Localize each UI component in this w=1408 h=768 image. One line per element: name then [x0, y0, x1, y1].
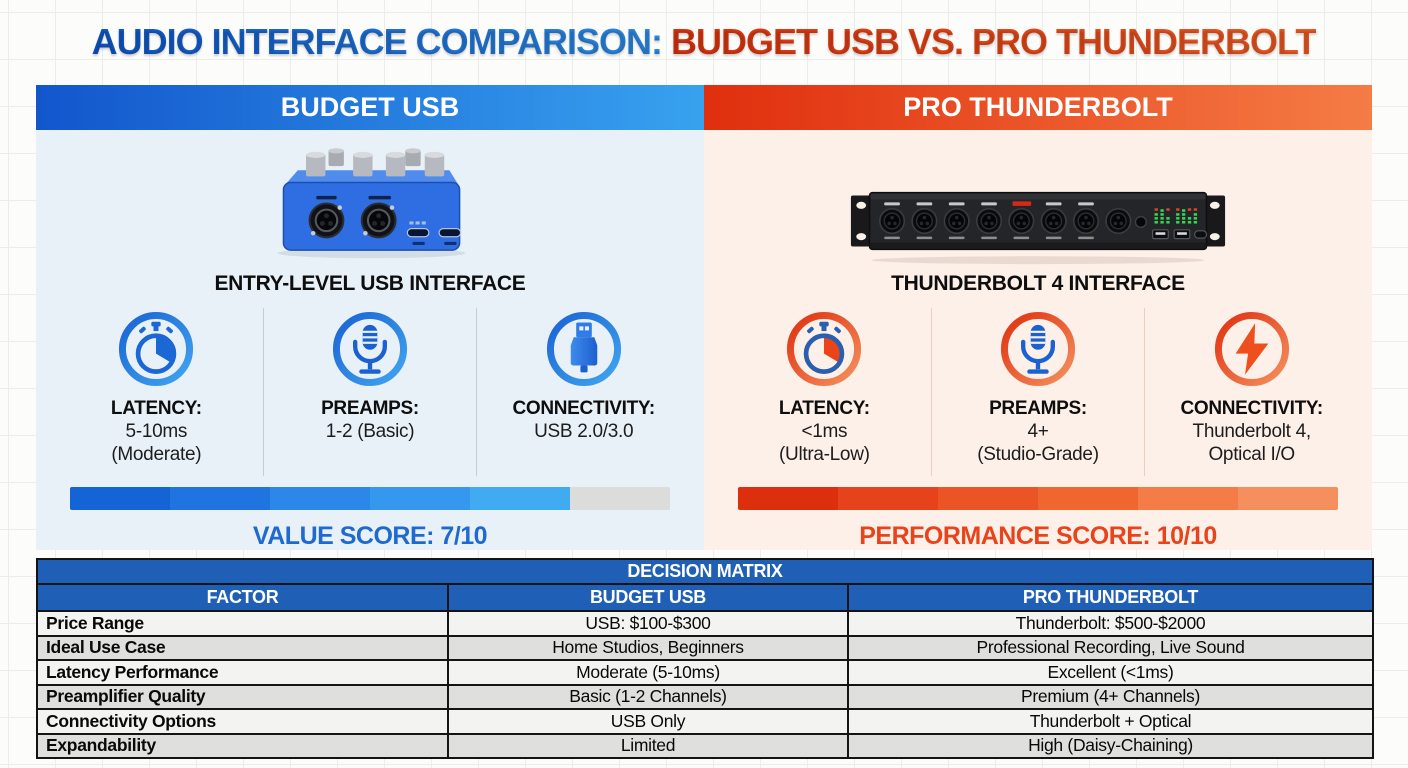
factor-cell: Expandability [36, 732, 449, 759]
decision-matrix-table: DECISION MATRIX FACTOR BUDGET USB PRO TH… [36, 558, 1374, 759]
matrix-header-row: FACTOR BUDGET USB PRO THUNDERBOLT [36, 583, 1374, 612]
column-header-pro-thunderbolt: PRO THUNDERBOLT [847, 583, 1374, 612]
pro-preamps-label: PREAMPS: [989, 398, 1087, 419]
budget-latency-label: LATENCY: [110, 398, 202, 419]
decision-matrix-title: DECISION MATRIX [36, 558, 1374, 585]
performance-score-bar-fill [738, 487, 1338, 510]
pro-cell: Excellent (<1ms) [847, 659, 1374, 686]
value-score-bar-fill [70, 487, 570, 510]
thunderbolt-interface-image [704, 156, 1372, 286]
pro-thunderbolt-body: THUNDERBOLT 4 INTERFACE [704, 130, 1372, 550]
budget-cell: USB Only [447, 708, 849, 735]
budget-preamps-value: 1-2 (Basic) [325, 421, 415, 442]
pro-cell: Professional Recording, Live Sound [847, 634, 1374, 661]
table-row-preamplifier-quality: Preamplifier Quality Basic (1-2 Channels… [36, 683, 1374, 710]
performance-score-text: PERFORMANCE SCORE: 10/10 [859, 522, 1217, 550]
pro-cell: Thunderbolt + Optical [847, 708, 1374, 735]
comparison-panels: BUDGET USB [36, 85, 1372, 550]
page-title: AUDIO INTERFACE COMPARISON: BUDGET USB V… [0, 21, 1408, 63]
panel-budget-usb: BUDGET USB [36, 85, 704, 550]
table-row-connectivity-options: Connectivity Options USB Only Thunderbol… [36, 708, 1374, 735]
stopwatch-icon [119, 311, 194, 387]
budget-latency-value: 5-10ms (Moderate) [111, 421, 202, 466]
pro-cell: High (Daisy-Chaining) [847, 732, 1374, 759]
microphone-icon [1000, 311, 1076, 387]
budget-cell: Home Studios, Beginners [447, 634, 849, 661]
budget-usb-header-label: BUDGET USB [280, 92, 460, 122]
usb-interface-illustration [276, 148, 466, 259]
budget-latency-stat: LATENCY: 5-10ms (Moderate) [50, 308, 263, 476]
factor-cell: Connectivity Options [36, 708, 449, 735]
factor-cell: Price Range [36, 610, 449, 637]
pro-connectivity-label: CONNECTIVITY: [1180, 398, 1323, 419]
title-left-part: AUDIO INTERFACE COMPARISON: [91, 21, 671, 62]
column-header-factor: FACTOR [36, 583, 449, 612]
pro-latency-label: LATENCY: [778, 398, 870, 419]
pro-thunderbolt-header-label: PRO THUNDERBOLT [903, 92, 1173, 122]
stopwatch-icon [787, 311, 862, 387]
pro-connectivity-value: Thunderbolt 4, Optical I/O [1192, 421, 1312, 466]
microphone-icon [332, 311, 408, 387]
factor-cell: Preamplifier Quality [36, 683, 449, 710]
budget-cell: Basic (1-2 Channels) [447, 683, 849, 710]
table-row-price-range: Price Range USB: $100-$300 Thunderbolt: … [36, 610, 1374, 637]
factor-cell: Ideal Use Case [36, 634, 449, 661]
budget-connectivity-value: USB 2.0/3.0 [534, 421, 634, 442]
pro-thunderbolt-stats: LATENCY: <1ms (Ultra-Low) [718, 308, 1358, 476]
factor-cell: Latency Performance [36, 659, 449, 686]
table-row-expandability: Expandability Limited High (Daisy-Chaini… [36, 732, 1374, 759]
pro-preamps-stat: PREAMPS: 4+ (Studio-Grade) [930, 308, 1145, 476]
thunderbolt-interface-illustration [850, 191, 1226, 265]
usb-interface-image [36, 138, 704, 268]
budget-usb-body: ENTRY-LEVEL USB INTERFACE [36, 130, 704, 550]
column-header-budget-usb: BUDGET USB [447, 583, 849, 612]
budget-usb-stats: LATENCY: 5-10ms (Moderate) [50, 308, 690, 476]
pro-cell: Thunderbolt: $500-$2000 [847, 610, 1374, 637]
value-score-text: VALUE SCORE: 7/10 [252, 522, 488, 550]
performance-score-bar [738, 487, 1338, 510]
pro-thunderbolt-header: PRO THUNDERBOLT [704, 85, 1372, 130]
value-score-bar [70, 487, 670, 510]
budget-preamps-stat: PREAMPS: 1-2 (Basic) [262, 308, 477, 476]
budget-cell: USB: $100-$300 [447, 610, 849, 637]
pro-connectivity-stat: CONNECTIVITY: Thunderbolt 4, Optical I/O [1144, 308, 1358, 476]
pro-thunderbolt-caption: THUNDERBOLT 4 INTERFACE [891, 272, 1185, 295]
budget-preamps-label: PREAMPS: [321, 398, 419, 419]
title-right-part: BUDGET USB VS. PRO THUNDERBOLT [670, 21, 1317, 62]
budget-connectivity-label: CONNECTIVITY: [512, 398, 655, 419]
budget-cell: Limited [447, 732, 849, 759]
budget-cell: Moderate (5-10ms) [447, 659, 849, 686]
table-row-ideal-use-case: Ideal Use Case Home Studios, Beginners P… [36, 634, 1374, 661]
budget-connectivity-stat: CONNECTIVITY: USB 2.0/3.0 [476, 308, 690, 476]
pro-preamps-value: 4+ (Studio-Grade) [977, 421, 1099, 466]
budget-usb-caption: ENTRY-LEVEL USB INTERFACE [214, 272, 526, 295]
lightning-bolt-icon [1214, 311, 1289, 387]
pro-latency-value: <1ms (Ultra-Low) [779, 421, 870, 466]
budget-usb-header: BUDGET USB [36, 85, 704, 130]
usb-plug-icon [546, 311, 621, 387]
panel-pro-thunderbolt: PRO THUNDERBOLT [704, 85, 1372, 550]
pro-cell: Premium (4+ Channels) [847, 683, 1374, 710]
table-row-latency-performance: Latency Performance Moderate (5-10ms) Ex… [36, 659, 1374, 686]
pro-latency-stat: LATENCY: <1ms (Ultra-Low) [718, 308, 931, 476]
